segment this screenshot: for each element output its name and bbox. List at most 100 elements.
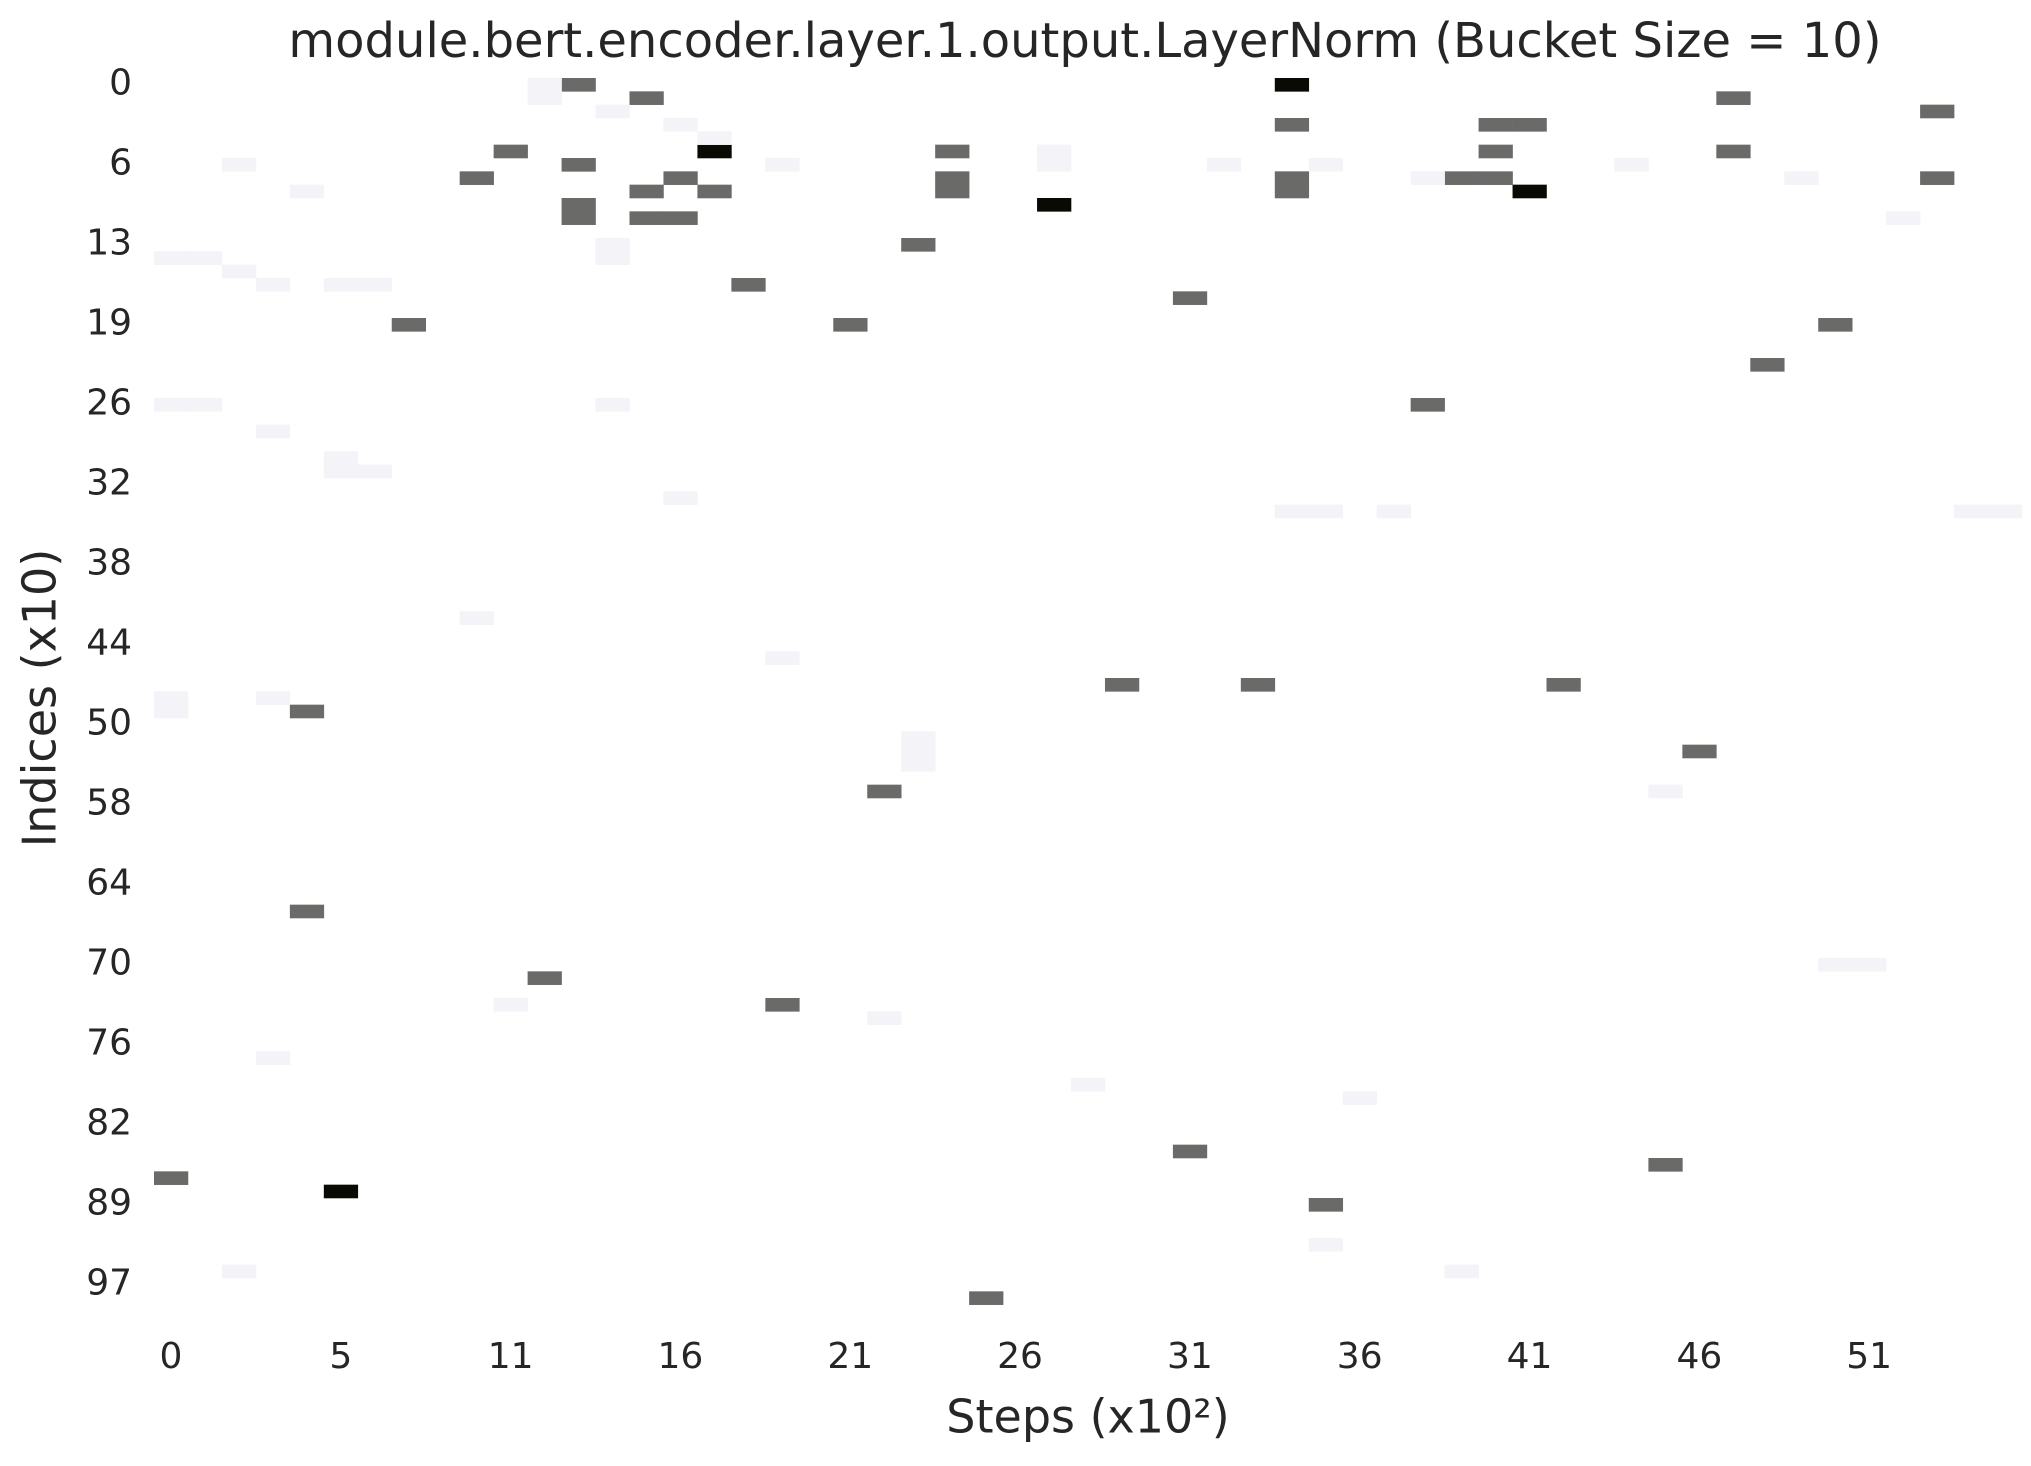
heatmap-cell: [629, 91, 664, 105]
heatmap-cell: [629, 211, 664, 225]
y-tick-label: 19: [86, 303, 132, 344]
y-tick-label: 26: [86, 383, 132, 424]
heatmap-cell: [1648, 784, 1683, 799]
heatmap-cell: [629, 184, 664, 199]
heatmap-cell: [1920, 171, 1955, 185]
x-tick-label: 5: [329, 1336, 352, 1377]
heatmap-cell: [221, 158, 257, 172]
heatmap-cell: [1274, 184, 1310, 199]
heatmap-cell: [663, 211, 698, 225]
heatmap-cell: [1818, 318, 1853, 332]
heatmap-cell: [1308, 1198, 1344, 1212]
y-tick-label: 50: [86, 703, 132, 744]
heatmap-cell: [459, 611, 494, 625]
heatmap-cell: [493, 144, 528, 159]
heatmap-cell: [765, 998, 800, 1012]
heatmap-cell: [527, 78, 562, 92]
heatmap-cell: [255, 278, 291, 292]
heatmap-cell: [289, 184, 325, 199]
heatmap-cell: [935, 184, 970, 199]
heatmap-cell: [901, 238, 936, 252]
heatmap-cell: [1478, 171, 1513, 185]
heatmap-cell: [561, 198, 596, 212]
heatmap-cell: [1546, 678, 1581, 692]
x-tick-label: 46: [1676, 1336, 1722, 1377]
heatmap-cell: [935, 171, 970, 185]
heatmap-cell: [255, 1051, 291, 1065]
heatmap-cell: [697, 184, 732, 199]
heatmap-cell: [1852, 958, 1887, 972]
y-axis-label: Indices (x10): [13, 549, 67, 848]
heatmap-cell: [323, 1184, 359, 1199]
y-tick-label: 13: [86, 223, 132, 264]
heatmap-cell: [1274, 504, 1310, 519]
heatmap-cell: [1037, 198, 1072, 212]
x-tick-label: 26: [997, 1336, 1043, 1377]
heatmap-cell: [833, 318, 868, 332]
y-tick-label: 6: [109, 143, 132, 184]
x-tick-label: 0: [160, 1336, 183, 1377]
heatmap-cell: [1886, 211, 1921, 225]
y-tick-label: 82: [86, 1103, 132, 1144]
heatmap-cell: [1308, 1238, 1344, 1252]
heatmap-cell: [154, 398, 189, 412]
heatmap-cell: [1478, 118, 1513, 132]
heatmap-cell: [901, 731, 936, 745]
heatmap-cell: [1172, 1144, 1208, 1159]
heatmap-cell: [154, 691, 189, 705]
heatmap-cell: [1376, 504, 1411, 519]
heatmap-cell: [493, 998, 528, 1012]
heatmap-cell: [1614, 158, 1649, 172]
heatmap-cell: [527, 91, 562, 105]
heatmap-cell: [1342, 1091, 1377, 1105]
x-tick-label: 11: [488, 1336, 534, 1377]
heatmap-cell: [323, 451, 359, 465]
heatmap-cell: [561, 78, 596, 92]
heatmap-cell: [901, 744, 936, 759]
heatmap-cell: [154, 704, 189, 719]
y-tick-label: 76: [86, 1023, 132, 1064]
heatmap-cell: [595, 251, 630, 265]
heatmap-cell: [867, 1011, 902, 1025]
heatmap-cell: [1444, 171, 1479, 185]
heatmap-cell: [1308, 504, 1344, 519]
heatmap-cell: [1920, 104, 1955, 119]
heatmap-cell: [1954, 504, 1989, 519]
x-tick-label: 36: [1337, 1336, 1383, 1377]
heatmap-cell: [289, 704, 325, 719]
heatmap-cell: [1308, 158, 1344, 172]
heatmap-cell: [323, 278, 359, 292]
heatmap-cell: [697, 131, 732, 145]
heatmap-cell: [1274, 118, 1310, 132]
heatmap-cell: [663, 491, 698, 505]
heatmap-cell: [255, 424, 291, 439]
heatmap-cell: [1818, 958, 1853, 972]
x-tick-label: 16: [658, 1336, 704, 1377]
y-tick-label: 70: [86, 943, 132, 984]
x-tick-label: 41: [1507, 1336, 1553, 1377]
heatmap-cell: [1750, 358, 1785, 372]
y-tick-label: 44: [86, 623, 132, 664]
heatmap-cell: [1512, 184, 1547, 199]
heatmap-cell: [255, 691, 291, 705]
heatmap-cell: [663, 171, 698, 185]
y-tick-label: 0: [109, 63, 132, 104]
x-tick-label: 21: [827, 1336, 873, 1377]
chart-title: module.bert.encoder.layer.1.output.Layer…: [288, 13, 1881, 69]
heatmap-cell: [561, 211, 596, 225]
heatmap-cell: [1478, 144, 1513, 159]
heatmap-cell: [391, 318, 427, 332]
x-axis-label: Steps (x10²): [946, 1390, 1229, 1444]
heatmap-cell: [221, 264, 257, 279]
heatmap-cell: [935, 144, 970, 159]
heatmap-cell: [357, 464, 393, 479]
heatmap-cell: [357, 278, 393, 292]
heatmap-cell: [1037, 144, 1072, 159]
heatmap-cell: [1682, 744, 1717, 759]
heatmap-cell: [527, 971, 562, 985]
heatmap-cell: [1716, 144, 1751, 159]
heatmap-cell: [663, 118, 698, 132]
heatmap-cell: [323, 464, 359, 479]
heatmap-cell: [1274, 78, 1310, 92]
